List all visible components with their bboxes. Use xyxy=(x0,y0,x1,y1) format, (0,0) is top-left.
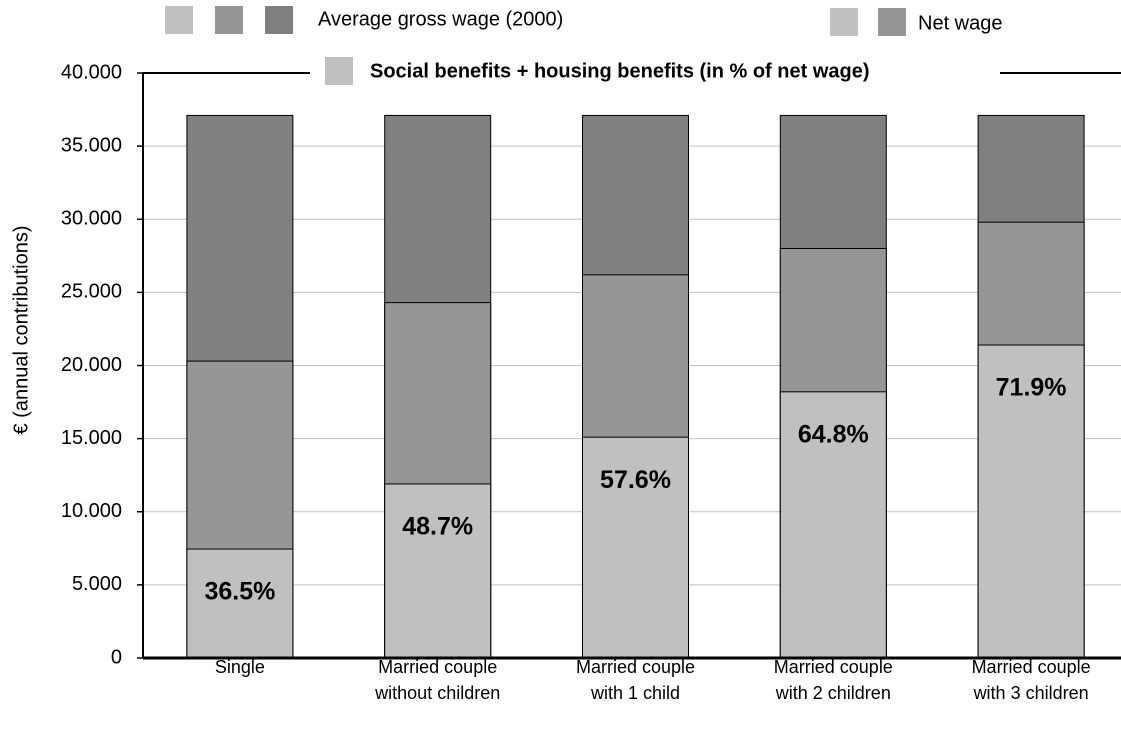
y-tick-label: 25.000 xyxy=(61,281,122,303)
x-tick-label: Married couple xyxy=(774,657,893,677)
legend-swatch xyxy=(325,57,353,85)
legend-swatch xyxy=(165,6,193,34)
data-label: 48.7% xyxy=(402,513,473,541)
y-axis-label: € (annual contributions) xyxy=(10,225,32,434)
data-label: 71.9% xyxy=(996,374,1067,402)
legend-swatch xyxy=(830,8,858,36)
legend-swatch xyxy=(265,6,293,34)
x-tick-label: without children xyxy=(374,683,500,703)
legend-label: Social benefits + housing benefits (in %… xyxy=(370,60,870,82)
x-tick-label: Married couple xyxy=(576,657,695,677)
x-tick-label: Single xyxy=(215,657,265,677)
y-tick-label: 35.000 xyxy=(61,134,122,156)
bar xyxy=(582,436,689,659)
y-tick-label: 0 xyxy=(111,646,122,668)
bar xyxy=(186,548,294,659)
legend-label: Net wage xyxy=(918,12,1003,34)
legend-bg xyxy=(310,56,1000,90)
legend-swatch xyxy=(215,6,243,34)
data-label: 57.6% xyxy=(600,466,671,494)
x-tick-label: with 1 child xyxy=(590,683,680,703)
legend-swatch xyxy=(878,8,906,36)
data-label: 36.5% xyxy=(204,578,275,606)
x-tick-label: with 2 children xyxy=(775,683,891,703)
bar xyxy=(384,483,492,659)
x-tick-label: Married couple xyxy=(972,657,1091,677)
y-tick-label: 30.000 xyxy=(61,208,122,230)
bar xyxy=(977,344,1085,659)
y-tick-label: 15.000 xyxy=(61,427,122,449)
x-tick-label: Married couple xyxy=(378,657,497,677)
legend-label: Average gross wage (2000) xyxy=(318,8,563,30)
y-tick-label: 40.000 xyxy=(61,61,122,83)
y-tick-label: 5.000 xyxy=(72,573,122,595)
y-tick-label: 20.000 xyxy=(61,354,122,376)
bar xyxy=(779,391,887,659)
y-tick-label: 10.000 xyxy=(61,500,122,522)
x-tick-label: with 3 children xyxy=(973,683,1089,703)
data-label: 64.8% xyxy=(798,420,869,448)
